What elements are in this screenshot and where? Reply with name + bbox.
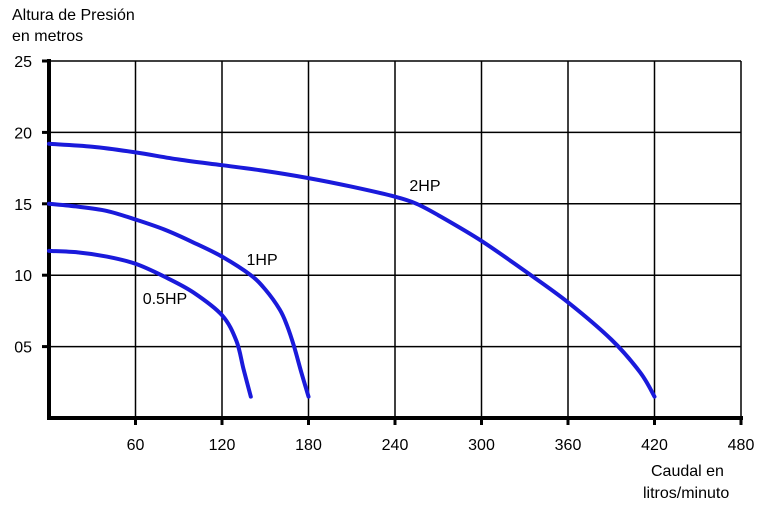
- x-tick-label-60: 60: [127, 437, 145, 454]
- x-tick-label-180: 180: [295, 437, 322, 454]
- y-tick-label-15: 15: [14, 197, 32, 214]
- series-label-2HP: 2HP: [409, 178, 440, 195]
- grid-lines: [49, 60, 742, 418]
- series-line-0.5HP: [47, 248, 253, 399]
- x-tick-label-420: 420: [641, 437, 668, 454]
- series-lines: [47, 141, 657, 399]
- series-label-1HP: 1HP: [247, 252, 278, 269]
- x-axis-title-line1: Caudal en: [651, 463, 724, 480]
- y-tick-label-05: 05: [14, 340, 32, 357]
- series-label-0.5HP: 0.5HP: [143, 291, 187, 308]
- x-axis-title-line2: litros/minuto: [643, 485, 730, 502]
- x-tick-label-480: 480: [728, 437, 755, 454]
- x-tick-label-120: 120: [209, 437, 236, 454]
- y-axis-title-line2: en metros: [12, 28, 84, 45]
- y-axis-title-line1: Altura de Presión: [12, 7, 135, 24]
- y-tick-label-25: 25: [14, 54, 32, 71]
- y-tick-label-10: 10: [14, 268, 32, 285]
- x-tick-label-240: 240: [382, 437, 409, 454]
- y-tick-label-20: 20: [14, 125, 32, 142]
- tick-labels: 60 120 180 240 300 360 420 480 05 10 15 20 25: [14, 54, 754, 454]
- series-line-1HP: [47, 201, 311, 399]
- series-line-2HP: [47, 141, 657, 399]
- x-tick-label-360: 360: [555, 437, 582, 454]
- series-labels: 0.5HP 1HP 2HP: [143, 178, 441, 308]
- x-tick-label-300: 300: [468, 437, 495, 454]
